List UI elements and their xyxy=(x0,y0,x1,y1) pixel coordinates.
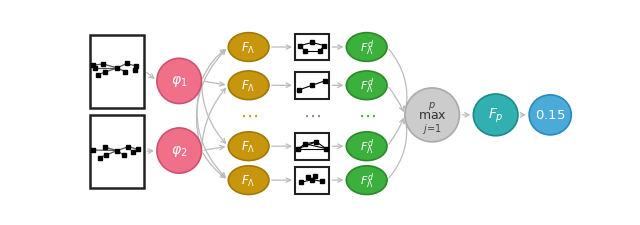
FancyBboxPatch shape xyxy=(295,34,330,61)
FancyBboxPatch shape xyxy=(90,115,145,188)
Text: $F_\Lambda^d$: $F_\Lambda^d$ xyxy=(360,38,374,58)
Text: $\varphi_1$: $\varphi_1$ xyxy=(171,74,188,89)
Text: $F_\Lambda$: $F_\Lambda$ xyxy=(241,40,256,55)
Text: $\cdots$: $\cdots$ xyxy=(358,106,376,124)
Ellipse shape xyxy=(157,59,202,104)
Ellipse shape xyxy=(474,94,518,136)
Text: $F_\Lambda^d$: $F_\Lambda^d$ xyxy=(360,76,374,96)
Text: $j\!=\!1$: $j\!=\!1$ xyxy=(422,121,442,135)
Ellipse shape xyxy=(228,166,269,195)
Text: $F_p$: $F_p$ xyxy=(488,106,504,124)
FancyBboxPatch shape xyxy=(295,133,330,160)
Ellipse shape xyxy=(228,34,269,62)
Ellipse shape xyxy=(157,128,202,173)
Ellipse shape xyxy=(228,132,269,161)
Text: $F_\Lambda^d$: $F_\Lambda^d$ xyxy=(360,137,374,156)
Text: $\cdots$: $\cdots$ xyxy=(303,106,321,124)
FancyBboxPatch shape xyxy=(295,167,330,194)
Ellipse shape xyxy=(346,72,387,100)
Text: $\cdots$: $\cdots$ xyxy=(239,106,258,124)
Ellipse shape xyxy=(228,72,269,100)
Text: $\varphi_2$: $\varphi_2$ xyxy=(171,143,188,158)
Text: $\max$: $\max$ xyxy=(418,108,447,121)
Text: $0.15$: $0.15$ xyxy=(535,109,565,122)
Ellipse shape xyxy=(346,132,387,161)
Text: $p$: $p$ xyxy=(428,100,436,112)
Ellipse shape xyxy=(346,166,387,195)
FancyBboxPatch shape xyxy=(295,72,330,99)
Text: $F_\Lambda$: $F_\Lambda$ xyxy=(241,173,256,188)
Ellipse shape xyxy=(346,34,387,62)
Text: $F_\Lambda^d$: $F_\Lambda^d$ xyxy=(360,171,374,190)
Ellipse shape xyxy=(405,88,460,142)
Ellipse shape xyxy=(529,95,572,135)
Text: $F_\Lambda$: $F_\Lambda$ xyxy=(241,78,256,93)
Text: $F_\Lambda$: $F_\Lambda$ xyxy=(241,139,256,154)
FancyBboxPatch shape xyxy=(90,36,145,108)
